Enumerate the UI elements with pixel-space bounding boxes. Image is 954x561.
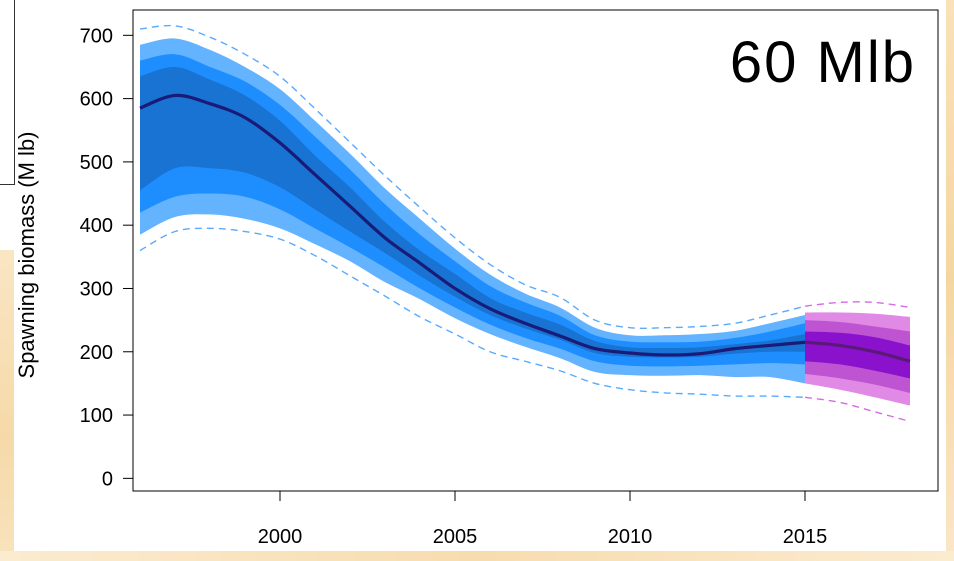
y-tick-label: 200 [80, 342, 113, 364]
y-tick-label: 500 [80, 152, 113, 174]
background-decoration-right [946, 0, 954, 561]
x-tick-label: 2010 [608, 526, 653, 548]
series-lines [139, 24, 911, 423]
x-tick-label: 2000 [258, 526, 303, 548]
x-axis: 2000 2005 2010 2015 [258, 491, 828, 548]
annotation-60mlb: 60 Mlb [730, 30, 916, 95]
x-tick-label: 2005 [433, 526, 478, 548]
plot-frame [132, 9, 939, 492]
proj-median-line [804, 340, 911, 363]
y-tick-label: 300 [80, 278, 113, 300]
y-tick-label: 0 [102, 468, 113, 490]
y-tick-label: 600 [80, 89, 113, 111]
background-panel-edge [0, 0, 15, 185]
y-axis-label: Spawning biomass (M lb) [14, 132, 39, 379]
background-decoration-bottom [0, 551, 954, 561]
proj-lower-dashed-line [804, 396, 911, 423]
hist-band-80 [140, 54, 805, 367]
y-tick-label: 400 [80, 215, 113, 237]
proj-upper-dashed-line [804, 301, 911, 309]
hist-band-90 [140, 38, 805, 384]
hist-upper-dashed-line [139, 24, 806, 330]
y-axis: 0 100 200 300 400 500 600 700 [80, 25, 133, 490]
hist-median-line [139, 93, 806, 357]
background-decoration-left [0, 250, 14, 561]
y-tick-label: 700 [80, 25, 113, 47]
y-tick-label: 100 [80, 405, 113, 427]
hist-lower-dashed-line [139, 227, 806, 399]
x-tick-label: 2015 [783, 526, 828, 548]
